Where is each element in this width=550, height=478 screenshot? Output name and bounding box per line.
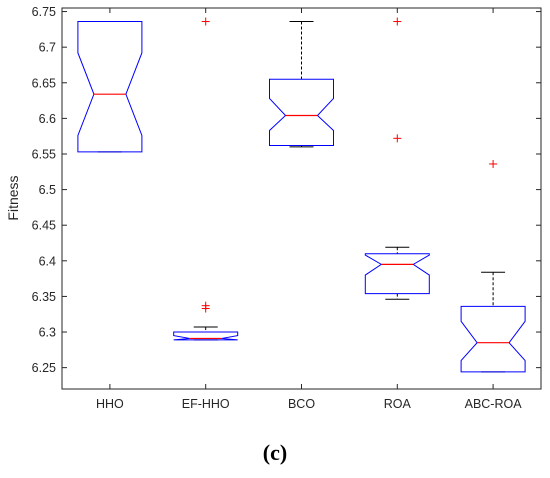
y-axis: 6.25 6.3 6.35 6.4 6.45 6.5 6.55 6.6 6.65 6.7 6.75 <box>32 5 541 375</box>
box-hho <box>77 21 143 153</box>
outlier-marker <box>489 159 498 168</box>
y-tick-label: 6.75 <box>32 5 56 19</box>
box-bco <box>269 21 334 148</box>
x-tick-label: ABC-ROA <box>465 397 523 411</box>
x-tick-label: EF-HHO <box>182 397 230 411</box>
outlier-marker <box>393 17 402 26</box>
x-tick-label: BCO <box>288 397 315 411</box>
y-tick-label: 6.25 <box>32 361 56 375</box>
notched-box <box>460 305 526 373</box>
x-axis: HHO EF-HHO BCO ROA ABC-ROA <box>96 8 522 411</box>
y-tick-label: 6.65 <box>32 76 56 90</box>
notched-box <box>364 253 430 295</box>
y-tick-label: 6.35 <box>32 290 56 304</box>
y-tick-label: 6.6 <box>39 112 56 126</box>
y-tick-label: 6.3 <box>39 326 56 340</box>
outlier-marker <box>393 134 402 143</box>
box-roa <box>364 17 430 300</box>
box-abc-roa <box>460 159 526 373</box>
x-tick-label: ROA <box>384 397 412 411</box>
y-axis-label: Fitness <box>5 175 21 220</box>
panel-caption: (c) <box>262 440 288 465</box>
outlier-marker <box>201 17 210 26</box>
x-tick-label: HHO <box>96 397 124 411</box>
y-tick-label: 6.4 <box>39 254 56 268</box>
notched-box <box>173 331 239 341</box>
boxes <box>77 17 526 373</box>
y-tick-label: 6.45 <box>32 219 56 233</box>
boxplot-chart: 6.256.36.356.46.456.56.556.66.656.76.75 … <box>5 5 542 411</box>
y-tick-label: 6.7 <box>39 41 56 55</box>
notched-box <box>269 78 334 146</box>
y-tick-label: 6.5 <box>39 183 56 197</box>
notched-box <box>77 21 143 153</box>
box-ef-hho <box>173 17 239 341</box>
outlier-marker <box>201 301 210 310</box>
y-tick-label: 6.55 <box>32 147 56 161</box>
